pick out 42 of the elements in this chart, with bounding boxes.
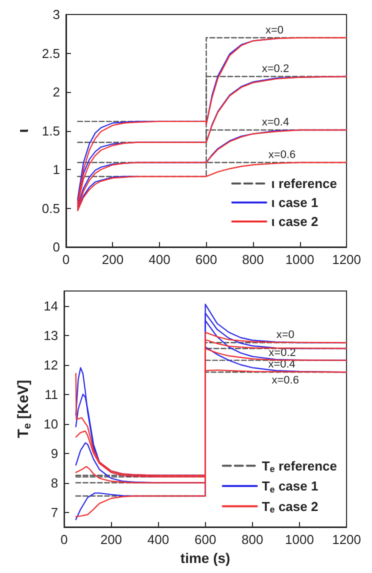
x-tick-label: 400 <box>148 252 170 267</box>
y-tick-label: 14 <box>44 298 58 314</box>
annotation: x=0.6 <box>268 149 296 162</box>
x-tick-label: 200 <box>100 532 122 547</box>
annotation: x=0 <box>276 329 294 342</box>
y-tick-label: 1 <box>52 162 60 177</box>
legend-label: ι reference <box>271 176 338 191</box>
y-tick-label: 2.5 <box>42 46 60 61</box>
annotation: x=0.4 <box>268 358 296 371</box>
x-tick-label: 1200 <box>332 532 361 547</box>
y-tick-label: 3 <box>52 7 60 22</box>
annotation: x=0.6 <box>272 374 299 387</box>
y-tick-label: 1.5 <box>42 123 60 138</box>
annotation: x=0 <box>266 24 284 36</box>
y-tick-label: 9 <box>50 446 58 461</box>
x-tick-label: 200 <box>102 252 124 267</box>
x-tick-label: 800 <box>242 252 264 267</box>
y-tick-label: 0.5 <box>42 200 60 216</box>
x-tick-label: 1200 <box>332 252 361 267</box>
x-tick-label: 600 <box>194 532 216 547</box>
y-axis-title: Te [KeV] <box>15 380 34 438</box>
y-tick-label: 12 <box>44 357 58 372</box>
x-tick-label: 1000 <box>285 252 314 267</box>
legend-label: ι case 2 <box>271 214 318 229</box>
y-tick-label: 7 <box>50 504 58 520</box>
legend-label: ι case 1 <box>271 195 318 210</box>
annotation: x=0.2 <box>262 63 290 75</box>
x-tick-label: 800 <box>242 532 264 547</box>
annotation: x=0.2 <box>268 346 296 359</box>
annotation: x=0.4 <box>262 116 290 128</box>
y-tick-label: 8 <box>50 475 58 490</box>
y-tick-label: 0 <box>52 240 60 254</box>
y-tick-label: 10 <box>44 416 58 432</box>
x-tick-label: 600 <box>195 252 218 267</box>
y-tick-label: 2 <box>52 84 60 100</box>
x-tick-label: 1000 <box>285 532 314 547</box>
x-axis-title: time (s) <box>180 550 230 566</box>
x-tick-label: 0 <box>62 252 70 267</box>
y-tick-label: 11 <box>44 386 58 402</box>
y-tick-label: 13 <box>44 328 58 343</box>
x-tick-label: 400 <box>147 532 170 547</box>
y-axis-title: ι <box>15 128 32 133</box>
